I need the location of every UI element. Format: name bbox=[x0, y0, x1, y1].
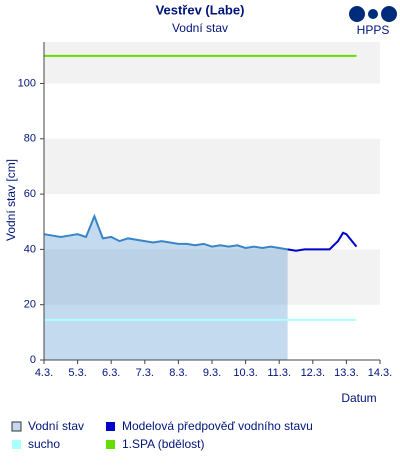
y-tick-label: 40 bbox=[24, 243, 36, 255]
legend-swatch bbox=[106, 440, 115, 449]
x-tick-label: 4.3. bbox=[35, 367, 53, 379]
x-tick-label: 8.3. bbox=[169, 367, 187, 379]
legend-label: sucho bbox=[28, 437, 60, 451]
x-tick-label: 10.3. bbox=[233, 367, 257, 379]
y-tick-label: 20 bbox=[24, 299, 36, 311]
y-tick-label: 80 bbox=[24, 133, 36, 145]
x-tick-label: 7.3. bbox=[136, 367, 154, 379]
x-tick-label: 13.3. bbox=[334, 367, 358, 379]
logo: HPPS bbox=[349, 6, 397, 37]
x-tick-label: 11.3. bbox=[267, 367, 291, 379]
legend-label: 1.SPA (bdělost) bbox=[122, 437, 205, 451]
x-axis-label: Datum bbox=[341, 391, 376, 405]
x-tick-label: 14.3. bbox=[368, 367, 392, 379]
band bbox=[44, 42, 380, 84]
series-line bbox=[43, 213, 288, 251]
x-tick-label: 12.3. bbox=[301, 367, 325, 379]
x-tick-label: 9.3. bbox=[203, 367, 221, 379]
y-tick-label: 60 bbox=[24, 188, 36, 200]
legend-swatch bbox=[11, 421, 22, 432]
y-tick-label: 100 bbox=[18, 77, 36, 89]
series-line bbox=[287, 231, 358, 252]
legend-label: Vodní stav bbox=[28, 419, 84, 433]
y-axis-label: Vodní stav [cm] bbox=[4, 159, 18, 241]
chart-title: Vestřev (Labe) bbox=[156, 2, 245, 17]
chart-subtitle: Vodní stav bbox=[172, 21, 228, 35]
band bbox=[44, 138, 380, 195]
logo-text: HPPS bbox=[357, 23, 390, 37]
x-tick-label: 6.3. bbox=[102, 367, 120, 379]
legend-label: Modelová předpověď vodního stavu bbox=[122, 419, 313, 433]
legend-swatch bbox=[106, 422, 115, 431]
y-tick-label: 0 bbox=[30, 354, 36, 366]
legend-swatch bbox=[12, 440, 21, 449]
x-tick-label: 5.3. bbox=[68, 367, 86, 379]
band bbox=[44, 249, 380, 305]
area bbox=[44, 216, 288, 360]
